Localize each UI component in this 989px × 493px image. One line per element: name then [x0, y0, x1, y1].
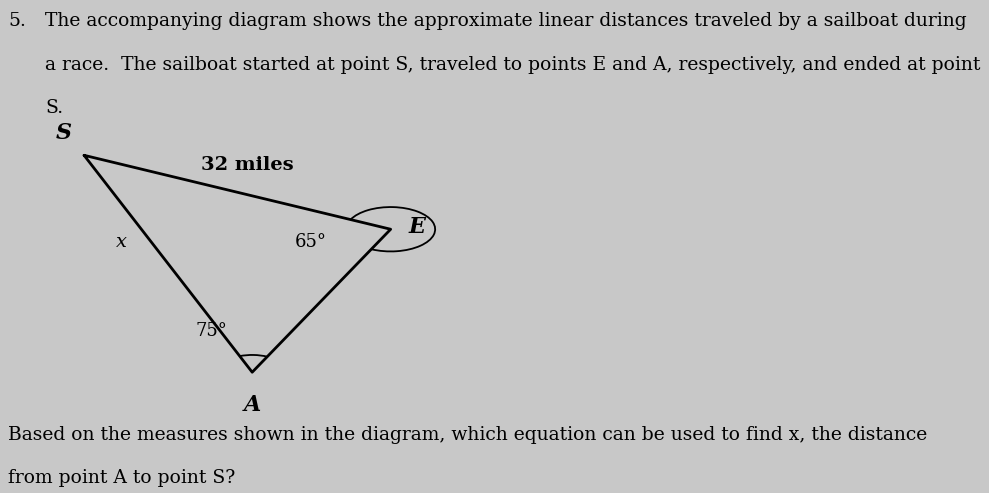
Text: Based on the measures shown in the diagram, which equation can be used to find x: Based on the measures shown in the diagr…	[8, 426, 927, 445]
Text: A: A	[243, 394, 261, 417]
Text: x: x	[116, 233, 127, 251]
Text: E: E	[408, 216, 425, 238]
Text: S.: S.	[45, 99, 63, 117]
Text: 65°: 65°	[295, 233, 326, 250]
Text: 32 miles: 32 miles	[201, 155, 294, 174]
Text: from point A to point S?: from point A to point S?	[8, 469, 235, 488]
Text: The accompanying diagram shows the approximate linear distances traveled by a sa: The accompanying diagram shows the appro…	[45, 12, 967, 31]
Text: a race.  The sailboat started at point S, traveled to points E and A, respective: a race. The sailboat started at point S,…	[45, 56, 981, 74]
Text: S: S	[56, 122, 72, 144]
Text: 5.: 5.	[8, 12, 26, 31]
Text: 75°: 75°	[196, 322, 227, 340]
